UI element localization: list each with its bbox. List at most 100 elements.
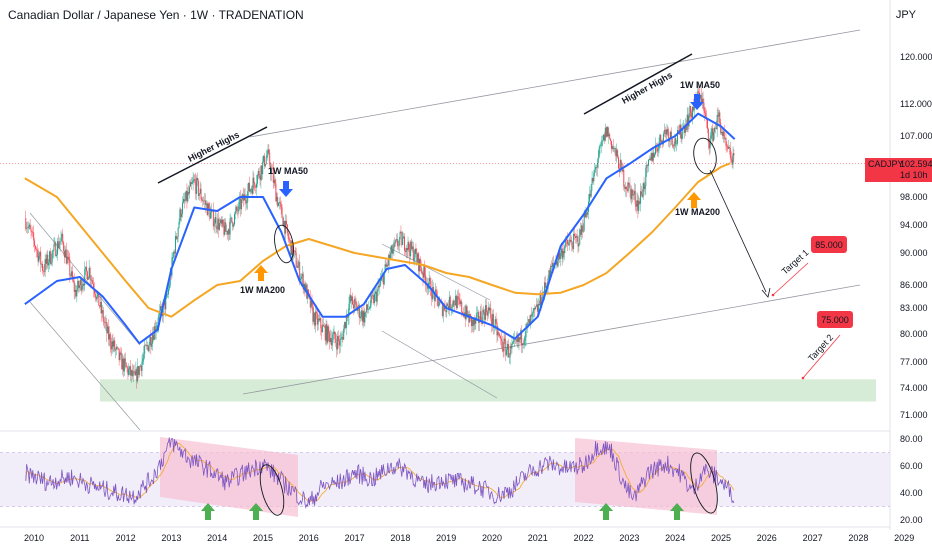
candle-body (534, 307, 536, 309)
candle-body (651, 153, 653, 161)
candle-body (644, 186, 646, 189)
candle-body (274, 179, 276, 184)
candle-body (472, 319, 474, 326)
candle-body (64, 249, 66, 258)
candle-body (729, 148, 731, 158)
candle-body (72, 279, 74, 282)
candle-body (490, 308, 492, 319)
candle-body (502, 349, 504, 352)
ma50-label-1: 1W MA50 (268, 166, 308, 176)
rsi-ma-line (25, 442, 735, 503)
candle-body (63, 242, 65, 252)
candle-body (364, 312, 366, 323)
candle-body (679, 124, 681, 135)
candle-body (213, 223, 215, 227)
candle-body (48, 262, 50, 266)
candle-body (508, 356, 510, 358)
candle-body (182, 202, 184, 214)
falling-channel-2-bottom (381, 330, 498, 399)
candle-body (42, 270, 44, 272)
rsi-green-arrow-3 (599, 503, 613, 520)
candle-body (379, 284, 381, 288)
candle-body (130, 366, 132, 376)
candle-body (40, 251, 42, 265)
candle-body (674, 138, 676, 146)
candle-body (172, 257, 174, 258)
candle-body (150, 337, 152, 347)
candle-body (570, 239, 572, 242)
candle-body (128, 369, 130, 375)
candle-body (216, 227, 218, 230)
time-tick-label: 2023 (619, 533, 639, 543)
candle-body (143, 354, 145, 359)
candle-body (394, 242, 396, 244)
candle-body (31, 231, 33, 233)
candle-body (458, 297, 460, 300)
candle-body (511, 343, 513, 349)
time-tick-label: 2021 (528, 533, 548, 543)
candle-body (470, 316, 472, 327)
candle-body (640, 191, 642, 195)
candle-body (702, 98, 704, 103)
candle-body (257, 170, 259, 176)
candle-body (232, 222, 234, 227)
candle-body (183, 198, 185, 202)
candle-body (687, 114, 689, 127)
candle-body (191, 182, 193, 185)
candle-body (95, 297, 97, 300)
candle-body (594, 169, 596, 173)
candle-body (617, 150, 619, 158)
candle-body (28, 224, 30, 227)
candle-body (366, 304, 368, 312)
candle-body (592, 178, 594, 182)
candle-body (641, 194, 643, 197)
candle-body (338, 341, 340, 346)
candle-body (212, 210, 214, 227)
candle-body (485, 305, 487, 313)
candle-body (75, 289, 77, 297)
candle-body (693, 103, 695, 111)
candle-body (169, 273, 171, 286)
channel-upper-line (249, 29, 861, 138)
candle-body (374, 291, 376, 294)
candle-body (517, 335, 519, 342)
candle-body (130, 370, 132, 376)
candle-body (211, 210, 213, 213)
candle-body (625, 186, 627, 189)
candle-body (540, 294, 542, 306)
projection-arrowhead (761, 287, 771, 298)
candle-body (372, 295, 374, 296)
candle-body (398, 239, 400, 246)
candle-body (447, 303, 449, 306)
candle-body (154, 326, 156, 333)
candle-body (422, 273, 424, 278)
price-tick-label: 71.000 (900, 410, 928, 420)
candle-body (572, 245, 574, 249)
candle-body (88, 267, 90, 278)
candle-body (682, 127, 684, 135)
candle-body (477, 312, 479, 314)
candle-body (405, 248, 407, 253)
candle-body (416, 253, 418, 262)
candle-body (267, 149, 269, 156)
candle-body (219, 223, 221, 230)
candle-body (633, 190, 635, 195)
candle-body (26, 227, 28, 229)
candle-body (561, 248, 563, 259)
time-tick-label: 2011 (70, 533, 89, 543)
candle-body (100, 301, 102, 308)
candle-body (350, 295, 352, 301)
rsi-tick-label: 60.00 (900, 461, 923, 471)
candle-body (264, 163, 266, 167)
candle-body (300, 278, 302, 280)
candle-body (201, 199, 203, 201)
ma50-line (24, 112, 736, 345)
candle-body (412, 246, 414, 261)
time-tick-label: 2017 (345, 533, 365, 543)
candle-body (615, 148, 617, 157)
candle-body (287, 232, 289, 239)
candle-body (328, 326, 330, 333)
candle-body (677, 129, 679, 144)
candle-body (235, 207, 237, 212)
